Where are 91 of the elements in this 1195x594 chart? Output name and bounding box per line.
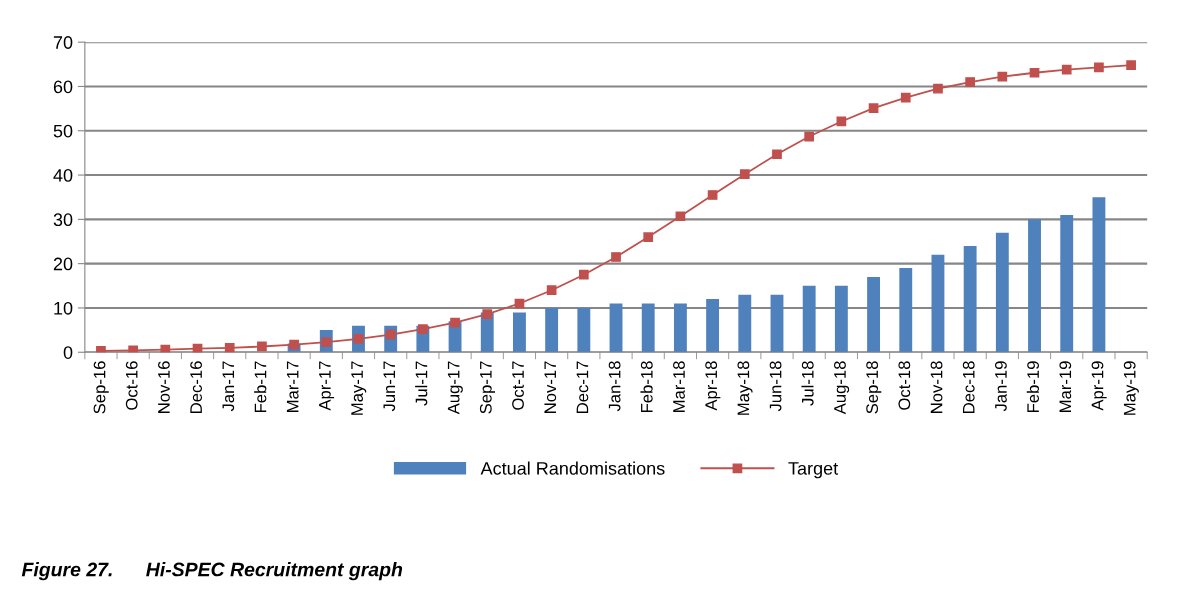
x-tick-label: Sep-17 <box>479 361 496 414</box>
bar <box>802 285 816 353</box>
caption: Figure 27. Hi-SPEC Recruitment graph <box>21 562 403 581</box>
point <box>707 190 718 200</box>
x-tick-label: May-18 <box>737 361 753 415</box>
bar <box>899 268 913 353</box>
point <box>96 346 106 353</box>
bar <box>995 232 1009 353</box>
x-tick-label: Nov-17 <box>544 361 557 413</box>
point <box>418 324 428 335</box>
legend-label: Actual Randomisations <box>480 461 665 475</box>
x-tick-label: Jan-18 <box>608 361 621 412</box>
point <box>450 317 460 328</box>
bar <box>641 303 655 353</box>
point <box>1061 64 1072 75</box>
y-tick-label: 50 <box>53 124 73 138</box>
bar <box>867 276 880 353</box>
point <box>1126 60 1136 71</box>
x-tick-label: Aug-18 <box>834 361 850 415</box>
bar <box>577 307 591 353</box>
x-tick-label: Mar-18 <box>673 361 685 412</box>
x-tick-label: Apr-19 <box>1091 361 1107 411</box>
x-tick-label: Oct-17 <box>512 361 524 410</box>
bar <box>963 245 977 353</box>
point <box>675 211 686 222</box>
point <box>482 309 493 320</box>
point <box>1094 62 1104 73</box>
point <box>900 92 911 103</box>
point <box>578 269 589 280</box>
x-tick-label: Jun-18 <box>769 361 782 412</box>
legend-label: Target <box>788 462 839 479</box>
x-tick-label: Jul-18 <box>801 361 814 406</box>
x-tick-label: Oct-18 <box>898 361 911 410</box>
x-tick-label: Jan-17 <box>222 361 235 412</box>
point <box>160 344 171 353</box>
y-tick-label: 40 <box>53 168 73 182</box>
y-tick-label: 20 <box>53 257 73 271</box>
bar <box>931 254 945 353</box>
bar <box>609 303 623 353</box>
point <box>997 71 1008 82</box>
point <box>546 285 557 296</box>
y-tick-label: 0 <box>63 346 73 359</box>
x-tick-label: Dec-17 <box>576 361 589 413</box>
x-tick-label: Mar-19 <box>1059 361 1072 412</box>
x-tick-label: Mar-17 <box>286 361 299 412</box>
point <box>1029 67 1040 78</box>
x-tick-label: Sep-18 <box>866 361 882 414</box>
x-tick-label: Nov-16 <box>158 361 170 413</box>
x-tick-label: Dec-18 <box>962 361 975 413</box>
x-tick-label: Feb-18 <box>640 361 653 413</box>
point <box>772 149 782 160</box>
bar <box>513 312 526 353</box>
x-tick-label: Feb-17 <box>254 361 267 413</box>
x-tick-label: Jan-19 <box>995 361 1007 412</box>
x-tick-label: Aug-17 <box>447 361 463 415</box>
point <box>739 169 750 180</box>
y-tick-label: 60 <box>53 80 73 94</box>
y-tick-label: 30 <box>53 213 73 227</box>
point <box>257 341 267 352</box>
point <box>643 232 654 242</box>
point <box>933 83 943 94</box>
point <box>289 339 299 350</box>
point <box>804 131 815 142</box>
y-tick-label: 10 <box>54 301 73 315</box>
bar <box>1028 219 1041 353</box>
bar <box>545 307 559 353</box>
bar <box>1060 214 1074 353</box>
bar <box>706 299 720 353</box>
x-tick-label: May-19 <box>1123 361 1139 415</box>
bar <box>673 303 687 353</box>
point <box>868 103 879 114</box>
x-tick-label: Nov-18 <box>930 361 943 413</box>
bar <box>1092 197 1106 353</box>
x-tick-label: Apr-18 <box>705 361 721 411</box>
x-tick-label: Jul-17 <box>415 361 428 406</box>
point <box>611 252 621 262</box>
x-tick-label: Jun-17 <box>383 361 396 412</box>
x-tick-label: Sep-16 <box>93 361 109 414</box>
x-tick-label: Apr-17 <box>319 361 335 411</box>
point <box>192 343 203 353</box>
x-tick-label: May-17 <box>351 361 367 415</box>
x-tick-label: Feb-19 <box>1026 361 1039 413</box>
bar <box>834 285 848 353</box>
x-tick-label: Dec-16 <box>190 361 202 413</box>
bar <box>738 294 752 353</box>
x-tick-label: Oct-16 <box>125 361 138 410</box>
point <box>965 77 976 87</box>
point <box>128 345 138 353</box>
bar <box>770 294 784 353</box>
y-tick-label: 70 <box>53 36 73 49</box>
point <box>224 342 235 353</box>
